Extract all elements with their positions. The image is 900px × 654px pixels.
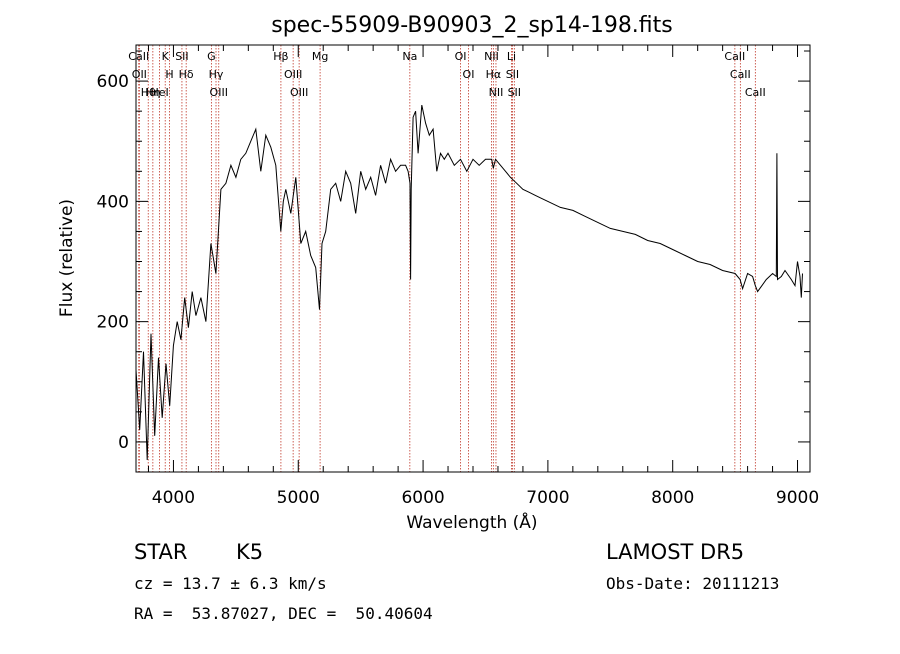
spectral-line-label: OIII [284, 68, 302, 81]
redshift-velocity: cz = 13.7 ± 6.3 km/s [134, 574, 327, 593]
spectral-line-label: NII [484, 50, 499, 63]
x-axis-label: Wavelength (Å) [406, 511, 537, 533]
survey-name: LAMOST DR5 [606, 540, 745, 564]
spectral-line-label: SII [506, 68, 519, 81]
axis-ticks: 4000 5000 6000 7000 8000 9000 0 200 400 600 [97, 45, 819, 508]
spectral-line-label: OIII [290, 86, 308, 99]
spectral-line-label: Li [507, 50, 516, 63]
y-tick-label: 0 [118, 433, 129, 453]
spectral-line-label: SII [175, 50, 188, 63]
x-tick-label: 7000 [526, 488, 569, 508]
spectral-line-label: G [207, 50, 216, 63]
spectral-line-label: H [165, 68, 173, 81]
spectral-line-label: NII [489, 86, 504, 99]
spectral-line-label: Hη [145, 86, 160, 99]
spectral-line-label: OI [455, 50, 467, 63]
spectral-line-label: HeI [150, 86, 168, 99]
spectral-line-label: CaII [730, 68, 751, 81]
spectral-line-label: CaII [745, 86, 766, 99]
object-subclass: K5 [236, 540, 264, 564]
spectral-line-label: Hγ [209, 68, 224, 81]
spectral-line-label: OII [132, 68, 147, 81]
spectral-line-label: OI [463, 68, 475, 81]
sky-coordinates: RA = 53.87027, DEC = 50.40604 [134, 604, 433, 623]
spectral-line-label: Hβ [273, 50, 288, 63]
chart-title: spec-55909-B90903_2_sp14-198.fits [271, 13, 673, 38]
spectral-lines [138, 45, 756, 472]
object-class: STAR [134, 540, 188, 564]
spectral-line-labels: CaIIOIIHθHηHeIKHSIIHδGHγOIIIHβOIIIOIIIMg… [128, 50, 766, 99]
x-tick-label: 9000 [776, 488, 819, 508]
x-tick-label: 5000 [277, 488, 320, 508]
spectral-line-label: Hα [486, 68, 502, 81]
spectral-line-label: CaII [724, 50, 745, 63]
y-axis-label: Flux (relative) [57, 199, 77, 317]
spectral-line-label: K [162, 50, 170, 63]
x-tick-label: 8000 [651, 488, 694, 508]
plot-frame [135, 44, 811, 473]
spectral-line-label: Na [402, 50, 417, 63]
spectral-line-label: Mg [312, 50, 328, 63]
spectral-line-label: Hθ [141, 86, 156, 99]
spectral-line-label: Hδ [179, 68, 194, 81]
spectral-line-label: OIII [210, 86, 228, 99]
spectral-line-label: CaII [128, 50, 149, 63]
x-tick-label: 6000 [401, 488, 444, 508]
spectrum-series-line [135, 104, 803, 461]
x-tick-label: 4000 [152, 488, 195, 508]
observation-date: Obs-Date: 20111213 [606, 574, 780, 593]
y-tick-label: 400 [97, 192, 129, 212]
y-tick-label: 200 [97, 313, 129, 333]
y-tick-label: 600 [97, 72, 129, 92]
spectral-line-label: SII [508, 86, 521, 99]
